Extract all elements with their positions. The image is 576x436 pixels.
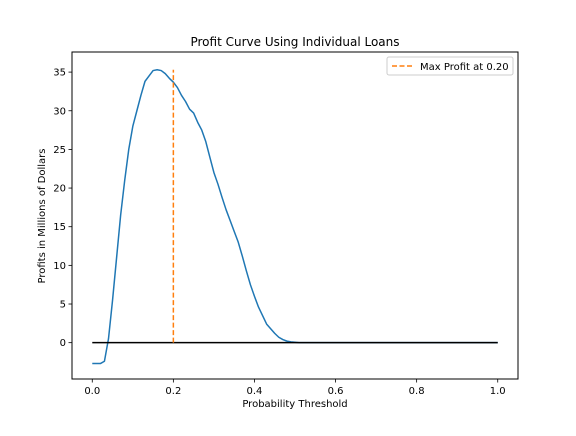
x-tick-label: 1.0: [490, 386, 506, 397]
x-tick-label: 0.4: [247, 386, 263, 397]
x-tick-label: 0.6: [328, 386, 344, 397]
y-axis-label: Profits in Millions of Dollars: [37, 149, 48, 284]
profit-curve-line: [92, 69, 498, 365]
y-tick-label: 0: [60, 338, 66, 349]
legend: Max Profit at 0.20: [386, 56, 514, 76]
plot-area: [92, 69, 498, 365]
chart-title: Profit Curve Using Individual Loans: [190, 35, 399, 49]
y-tick-label: 35: [53, 68, 66, 79]
x-axis-label: Probability Threshold: [242, 399, 347, 410]
legend-label: Max Profit at 0.20: [420, 62, 509, 73]
y-tick-label: 15: [53, 222, 66, 233]
y-tick-label: 30: [53, 106, 66, 117]
y-tick-label: 10: [53, 261, 66, 272]
x-tick-label: 0.2: [165, 386, 181, 397]
x-tick-label: 0.8: [409, 386, 425, 397]
axes-frame: [71, 51, 519, 380]
y-tick-label: 20: [53, 184, 66, 195]
y-tick-label: 25: [53, 145, 66, 156]
x-tick-label: 0.0: [84, 386, 100, 397]
y-tick-label: 5: [60, 300, 66, 311]
axis-ticks: 0.0 0.2 0.4 0.6 0.8 1.0 0 5 10 15 20 25 30 35: [53, 68, 505, 397]
legend-box: [386, 56, 514, 76]
